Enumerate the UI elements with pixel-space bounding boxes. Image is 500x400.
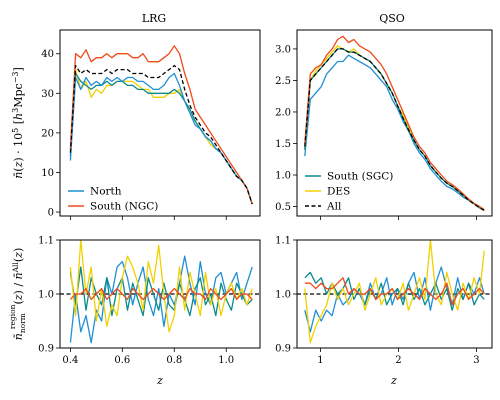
x-tick-label: 0.8 [166,355,182,366]
panel-title-qso: QSO [379,12,405,25]
y-tick-label: 1.1 [38,236,54,247]
y-tick: 1.1 [275,236,297,247]
series-line-north [304,266,485,333]
y-tick: 1.0 [275,171,297,182]
series-line-all [69,64,253,205]
x-axis-label-qso: z [390,374,397,387]
x-tick: 0.6 [114,348,130,366]
y-tick: 1.0 [38,290,60,301]
qso-bottom-axes-frame [296,239,493,349]
x-tick-label: 0.6 [114,355,130,366]
y-tick-label: 30 [41,89,54,100]
y-tick-label: 2.5 [275,76,291,87]
series-line-all [304,48,485,211]
x-tick-label: 1.0 [218,355,234,366]
y-tick: 1.1 [38,236,60,247]
y-tick: 40 [41,49,60,60]
lrg-top-axes-frame [59,29,261,217]
y-tick-label: 1.0 [38,290,54,301]
x-tick-label: 1 [317,355,323,366]
legend-label: All [326,201,342,213]
y-tick-label: 0.9 [38,344,54,355]
series-line-south-ngc [304,277,485,306]
y-tick-label: 1.0 [275,290,291,301]
y-tick: 1.5 [275,139,297,150]
y-tick: 0.5 [275,202,297,213]
lrg-bottom-axes-frame [59,239,261,349]
y-tick-label: 1.5 [275,139,291,150]
y-axis-label-density: n̄(z) · 105 [h3Mpc−3] [11,67,25,179]
legend-label: North [90,186,122,198]
series-line-south-ngc [69,287,253,301]
series-line-south-ngc [69,45,253,205]
x-tick: 2 [395,348,402,366]
y-tick-label: 40 [41,49,54,60]
legend-entry-north: North [68,186,122,198]
series-line-south-sgc [69,72,253,205]
x-tick: 3 [473,348,480,366]
legend-entry-south-ngc: South (NGC) [68,201,158,213]
series-line-des [69,68,253,205]
legend-entry-south-sgc: South (SGC) [305,171,393,183]
lrg-ratio-panel: 0.4 0.6 0.8 1.0 0.9 1.0 1.1 z n̄normregion(z) … [8,236,261,387]
legend-entry-des: DES [305,186,350,198]
lrg-density-panel: LRG 0 10 20 30 40 North South (NGC) n̄(z) · 1… [11,12,261,220]
y-tick-label: 1.0 [275,171,291,182]
x-tick-label: 0.4 [62,355,78,366]
x-tick: 1 [317,348,324,366]
y-tick-label: 2.0 [275,107,291,118]
y-tick: 2.5 [275,76,297,87]
series-line-north [304,54,485,211]
legend-label: DES [327,186,350,198]
series-line-des [69,239,253,333]
y-tick-label: 1.1 [275,236,291,247]
lrg-legend: North South (NGC) [68,186,158,213]
x-tick: 1.0 [218,348,234,366]
series-line-north [69,255,253,344]
y-tick: 2.0 [275,107,297,118]
y-tick-label: 0.5 [275,202,291,213]
y-tick: 0 [48,208,60,219]
x-tick: 0.4 [62,348,78,366]
y-tick-label: 20 [41,128,54,139]
y-tick: 20 [41,128,60,139]
qso-top-axes-frame [296,29,493,217]
qso-ratio-panel: 1 2 3 0.9 1.0 1.1 z [275,236,493,387]
x-tick: 0.8 [166,348,182,366]
series-line-south-ngc [304,35,485,211]
y-tick: 1.0 [275,290,297,301]
x-tick-label: 2 [395,355,401,366]
qso-legend: South (SGC) DES All [305,171,393,213]
y-tick: 30 [41,89,60,100]
y-tick: 0.9 [38,344,60,355]
panel-title-lrg: LRG [142,12,166,25]
y-tick-label: 3.0 [275,44,291,55]
y-axis-label-ratio: n̄normregion(z) / n̄All(z) [8,248,27,341]
legend-label: South (NGC) [90,201,158,213]
x-axis-label-lrg: z [156,374,163,387]
legend-entry-all: All [305,201,342,213]
y-tick-label: 0 [48,208,54,219]
y-tick: 0.9 [275,344,297,355]
legend-label: South (SGC) [327,171,393,183]
y-tick-label: 0.9 [275,344,291,355]
y-tick: 3.0 [275,44,297,55]
qso-density-panel: QSO 0.5 1.0 1.5 2.0 2.5 3.0 South (SGC) DES All [275,12,493,220]
y-tick-label: 10 [41,168,54,179]
y-tick: 10 [41,168,60,179]
x-tick-label: 3 [473,355,479,366]
